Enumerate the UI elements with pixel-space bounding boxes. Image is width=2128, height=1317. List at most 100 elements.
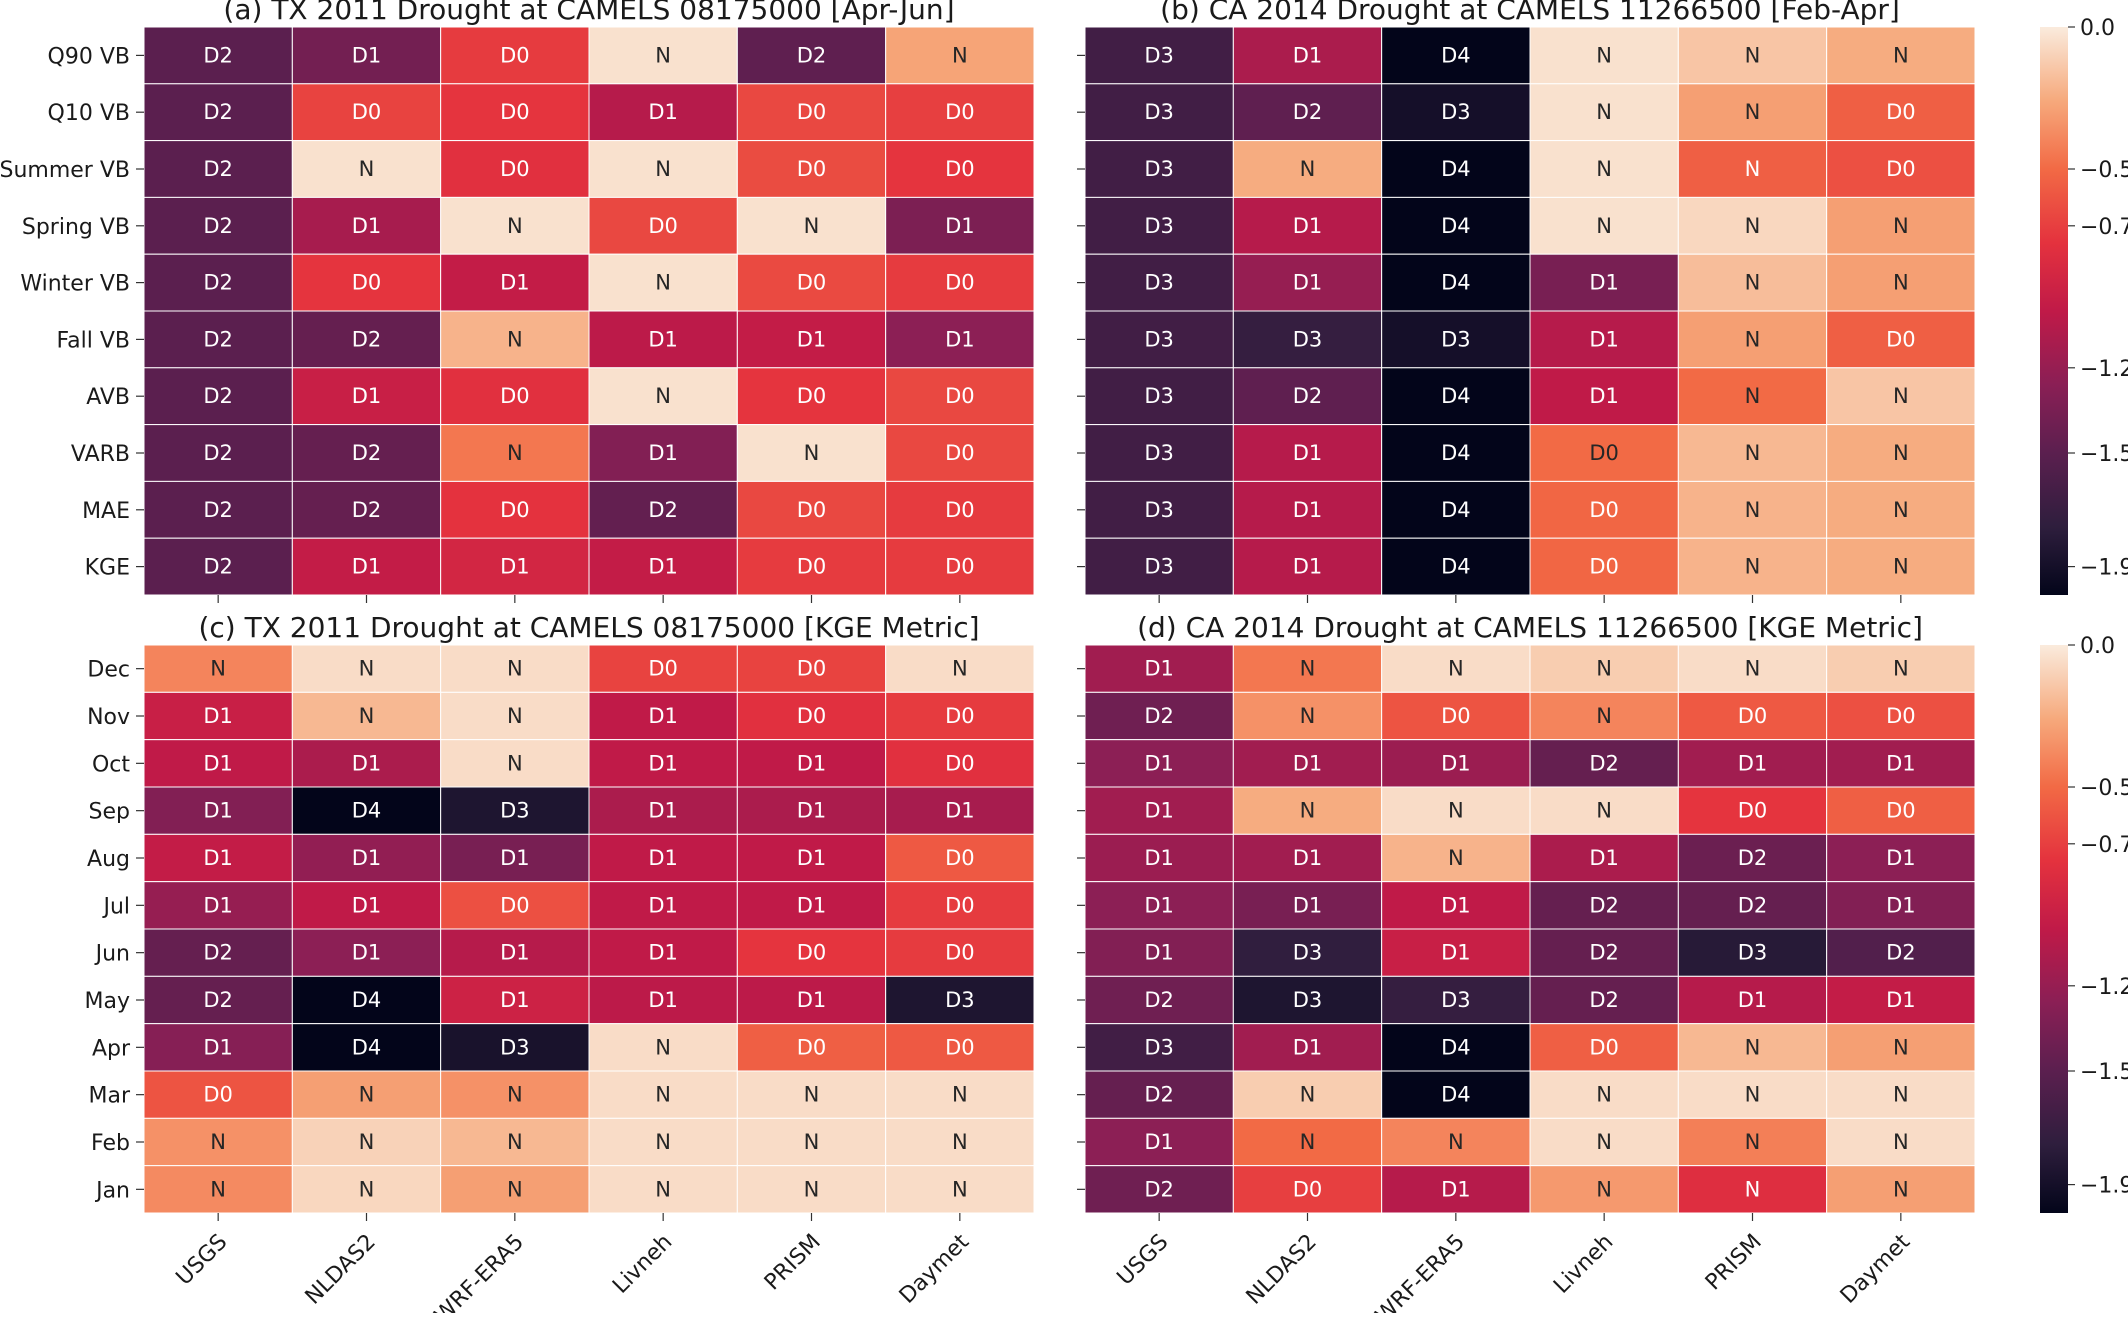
- heatmap-cell: [588, 975, 738, 1025]
- cell-label: D0: [500, 498, 530, 522]
- y-tick-label: Mar: [88, 1084, 130, 1109]
- heatmap-cell: [588, 739, 738, 788]
- cell-label: D0: [648, 214, 678, 238]
- cell-label: D0: [648, 657, 678, 681]
- cell-label: D0: [945, 1035, 975, 1059]
- cell-label: D1: [1144, 1130, 1174, 1154]
- cell-label: D3: [1144, 555, 1174, 579]
- heatmap-cell: [1232, 644, 1383, 693]
- heatmap-cell: [1826, 140, 1976, 198]
- heatmap-cell: [291, 739, 442, 788]
- cell-label: N: [1893, 1130, 1909, 1154]
- cell-label: D1: [352, 941, 382, 965]
- cell-label: N: [507, 1130, 523, 1154]
- cell-label: D3: [1144, 384, 1174, 408]
- cell-label: D1: [1293, 893, 1323, 917]
- cell-label: D4: [352, 1035, 382, 1059]
- cell-label: N: [507, 657, 523, 681]
- cell-label: D2: [648, 498, 678, 522]
- y-tick-label: Apr: [92, 1036, 131, 1061]
- cell-label: D2: [1144, 1083, 1174, 1107]
- heatmap-cell: [1381, 786, 1531, 835]
- y-tick-label: Winter VB: [20, 272, 130, 297]
- x-tick-label: WRF-ERA5: [1371, 1230, 1470, 1313]
- cell-label: D2: [1589, 751, 1619, 775]
- heatmap-cell: [291, 367, 442, 426]
- heatmap-cell: [143, 881, 293, 930]
- heatmap-cell: [885, 424, 1035, 482]
- cell-label: D4: [1441, 384, 1471, 408]
- heatmap-cell: [736, 644, 887, 693]
- cell-label: D1: [203, 751, 233, 775]
- cell-label: D1: [352, 214, 382, 238]
- cell-label: N: [507, 751, 523, 775]
- cell-label: N: [804, 441, 820, 465]
- cell-label: D0: [1886, 157, 1916, 181]
- heatmap-cell: [291, 975, 442, 1025]
- cell-label: D1: [1293, 498, 1323, 522]
- heatmap-cell: [1826, 196, 1976, 255]
- heatmap-cell: [736, 253, 887, 312]
- heatmap-cell: [1232, 424, 1383, 482]
- cell-label: D1: [1144, 846, 1174, 870]
- cell-label: N: [1893, 1177, 1909, 1201]
- heatmap-cell: [1677, 833, 1828, 883]
- heatmap-cell: [1232, 1117, 1383, 1167]
- cell-label: D0: [500, 100, 530, 124]
- cell-label: N: [655, 43, 671, 67]
- heatmap-cell: [1826, 644, 1976, 693]
- heatmap-cell: [1381, 424, 1531, 482]
- cell-label: D1: [1589, 846, 1619, 870]
- cell-label: D4: [1441, 1083, 1471, 1107]
- x-tick-label: Livneh: [1549, 1230, 1618, 1299]
- cell-label: D1: [797, 893, 827, 917]
- cell-label: D1: [500, 846, 530, 870]
- cell-label: D3: [1144, 214, 1174, 238]
- cell-label: N: [1745, 384, 1761, 408]
- cell-label: D1: [1441, 1177, 1471, 1201]
- cell-label: D1: [648, 100, 678, 124]
- heatmap-cell: [1232, 833, 1383, 883]
- x-tick-label: NLDAS2: [1242, 1230, 1322, 1310]
- cell-label: D3: [1441, 100, 1471, 124]
- heatmap-cell: [1826, 367, 1976, 426]
- colorbar-tick-label: −0.7: [2080, 215, 2128, 240]
- cell-label: N: [1745, 555, 1761, 579]
- heatmap-cell: [1677, 644, 1828, 693]
- cell-label: D0: [945, 751, 975, 775]
- heatmap-cell: [1381, 928, 1531, 977]
- cell-label: N: [1596, 704, 1612, 728]
- colorbar-tick-label: 0.0: [2080, 634, 2115, 659]
- cell-label: D1: [1589, 327, 1619, 351]
- y-tick-label: Oct: [92, 752, 130, 777]
- cell-label: D1: [1144, 657, 1174, 681]
- cell-label: D1: [1886, 751, 1916, 775]
- cell-label: D3: [1144, 498, 1174, 522]
- cell-label: D1: [648, 555, 678, 579]
- heatmap-panel-b: (b) CA 2014 Drought at CAMELS 11266500 […: [1077, 0, 2128, 603]
- heatmap-cell: [1826, 786, 1976, 835]
- heatmap-cell: [885, 881, 1035, 930]
- cell-label: N: [952, 657, 968, 681]
- heatmap-cell: [1826, 739, 1976, 788]
- cell-label: D1: [1293, 1035, 1323, 1059]
- heatmap-cell: [291, 537, 442, 596]
- cell-label: D1: [648, 846, 678, 870]
- cell-label: D2: [352, 498, 382, 522]
- cell-label: N: [952, 1130, 968, 1154]
- heatmap-cell: [1826, 1070, 1976, 1119]
- cell-label: N: [1596, 799, 1612, 823]
- heatmap-cell: [143, 537, 293, 596]
- cell-label: N: [1893, 657, 1909, 681]
- cell-label: D0: [945, 941, 975, 965]
- heatmap-cell: [1529, 424, 1679, 482]
- cell-label: N: [1745, 441, 1761, 465]
- colorbar-tick-label: −1.2: [2080, 357, 2128, 382]
- cell-label: N: [1745, 100, 1761, 124]
- heatmap-cell: [736, 691, 887, 741]
- colorbar-tick-label: −0.5: [2080, 776, 2128, 801]
- heatmap-cell: [440, 26, 590, 85]
- cell-label: D0: [945, 893, 975, 917]
- heatmap-cell: [440, 424, 590, 482]
